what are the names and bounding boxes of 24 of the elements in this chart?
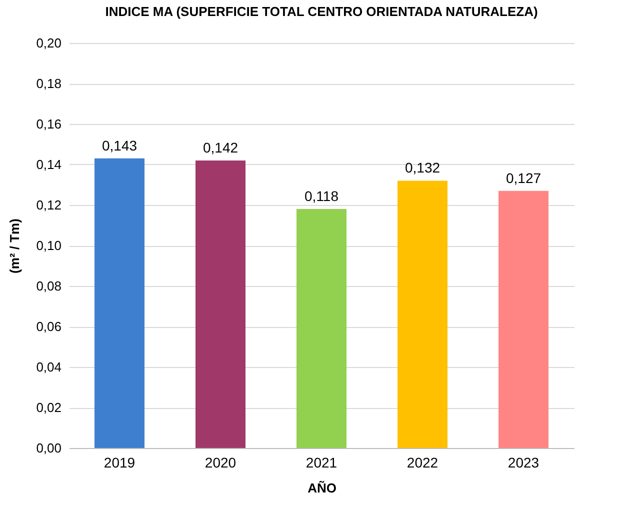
data-label: 0,143 (102, 137, 138, 154)
x-tick-label: 2019 (104, 454, 136, 470)
y-tick-label: 0,18 (36, 76, 62, 91)
data-label: 0,142 (202, 139, 238, 156)
x-tick-label: 2020 (204, 454, 236, 470)
y-tick-label: 0,08 (36, 278, 62, 294)
x-tick-label: 2021 (306, 454, 338, 470)
y-tick-label: 0,20 (36, 36, 62, 50)
chart-title: INDICE MA (SUPERFICIE TOTAL CENTRO ORIENTADA NATURALEZA) (105, 4, 538, 19)
data-label: 0,118 (304, 188, 339, 204)
y-tick-label: 0,16 (36, 116, 62, 132)
y-axis-title: (m² / Tm) (7, 218, 22, 274)
y-tick-label: 0,00 (36, 440, 62, 456)
x-axis-title: AÑO (308, 480, 336, 496)
x-tick-label: 2023 (508, 454, 540, 470)
y-tick-label: 0,02 (36, 400, 62, 415)
x-tick-label: 2022 (406, 454, 438, 470)
y-tick-label: 0,04 (36, 360, 62, 374)
y-tick-label: 0,12 (36, 198, 62, 212)
y-tick-label: 0,10 (36, 238, 62, 253)
data-label: 0,132 (404, 160, 440, 176)
y-tick-label: 0,06 (36, 319, 62, 334)
data-label: 0,127 (506, 170, 542, 186)
y-tick-label: 0,14 (36, 157, 62, 172)
